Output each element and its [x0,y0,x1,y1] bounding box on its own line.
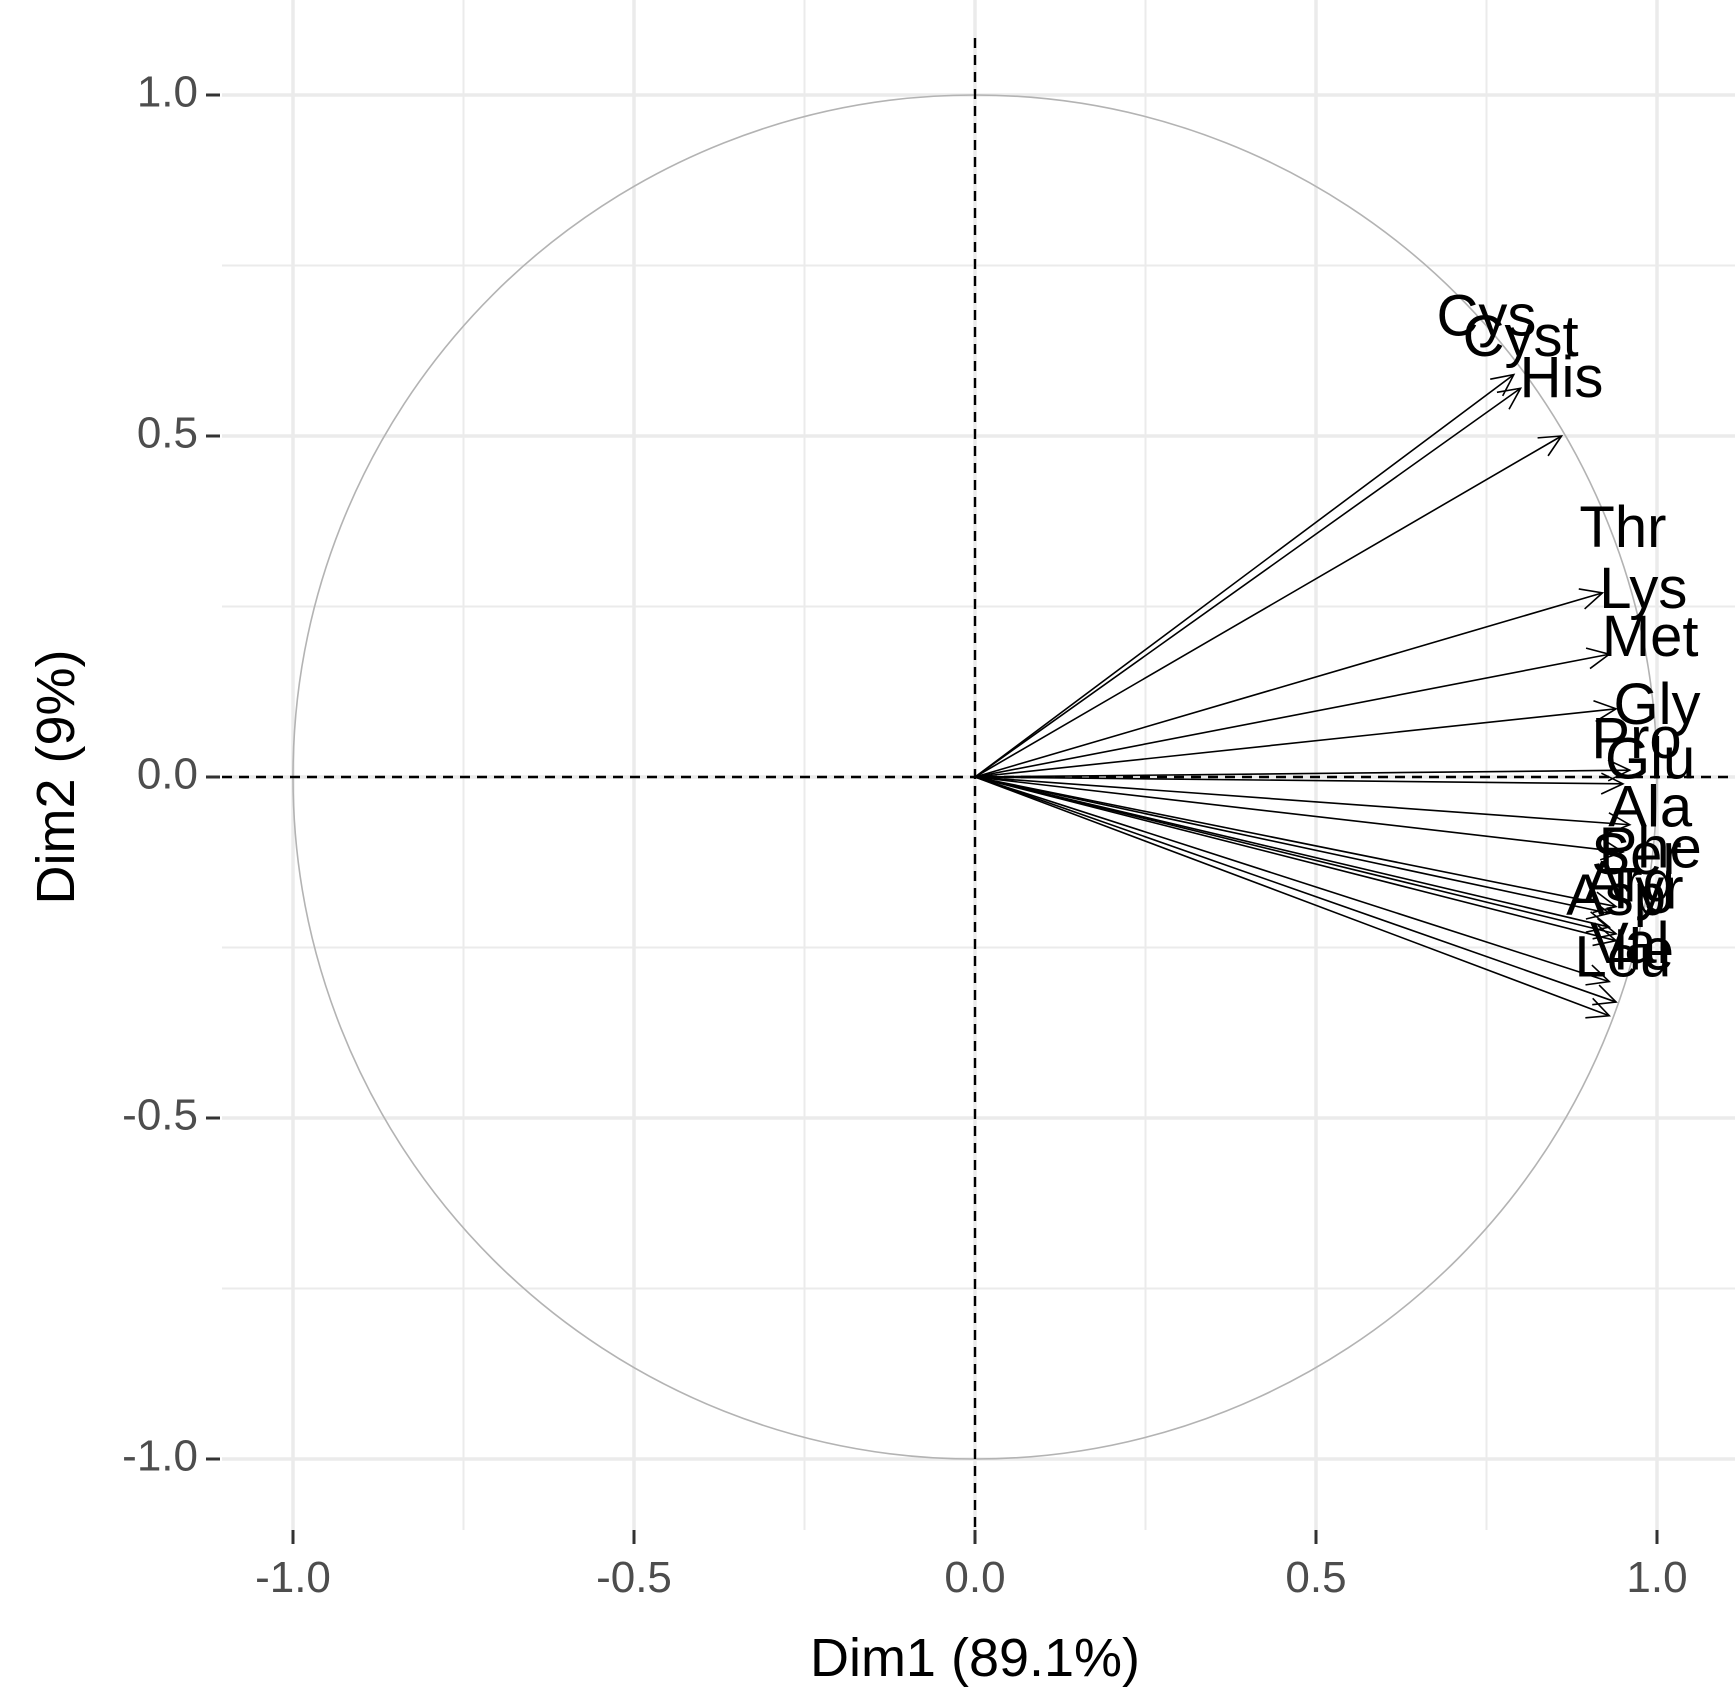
arrow-shaft [974,776,1617,1003]
arrow-head [1592,924,1618,947]
variable-label-glu: Glu [1605,727,1695,792]
grid-minor [222,0,1735,1530]
arrow-shaft [974,435,1562,778]
variable-label-ala: Ala [1608,774,1693,839]
arrow-head [1490,373,1516,397]
y-tick-label: 1.0 [137,68,198,117]
arrow-leu [974,776,1618,1006]
variable-label-cyst: Cyst [1463,304,1579,369]
arrow-head [1599,838,1625,861]
arrow-shaft [974,776,1617,935]
arrow-shaft [974,776,1610,915]
y-tick-label: 0.0 [137,750,198,799]
arrow-shaft [974,776,1630,826]
x-axis-ticks: -1.0 -0.5 0.0 0.5 1.0 [255,1530,1688,1602]
variable-arrows [974,373,1632,1019]
arrow-shaft [974,776,1610,1017]
y-tick-label: -0.5 [122,1091,198,1140]
variable-label-cys: Cys [1437,283,1537,348]
arrow-head [1593,699,1618,723]
y-tick-label: -1.0 [122,1432,198,1481]
arrow-ile [974,776,1611,1019]
arrow-shaft [974,776,1617,908]
y-axis-ticks: -1.0 -0.5 0.0 0.5 1.0 [122,68,220,1481]
arrow-head [1578,588,1605,610]
arrow-cyst [974,387,1523,778]
variable-label-leu: Leu [1575,924,1672,989]
variable-label-arg: Arg [1585,849,1675,914]
arrow-head [1585,647,1612,670]
arrow-shaft [974,653,1610,778]
variable-label-phe: Phe [1599,815,1702,880]
x-tick-label: 1.0 [1626,1553,1687,1602]
arrow-head [1600,772,1625,795]
arrow-shaft [974,776,1610,983]
variable-label-gly: Gly [1614,672,1701,737]
arrow-phe [974,776,1618,914]
arrow-head [1585,964,1612,986]
arrow-tyr [974,776,1618,947]
x-tick-label: 0.0 [944,1553,1005,1602]
arrow-met [974,699,1618,778]
arrow-shaft [974,387,1522,778]
arrow-arg [974,776,1612,933]
variable-label-pro: Pro [1591,706,1681,771]
arrow-head [1592,891,1618,914]
arrow-lys [974,647,1612,778]
arrow-shaft [974,592,1603,778]
arrow-head [1607,759,1632,782]
arrow-val [974,776,1612,986]
x-tick-label: 0.5 [1285,1553,1346,1602]
y-axis-title: Dim2 (9%) [26,649,86,904]
arrow-ala [974,776,1625,861]
arrow-shaft [974,776,1623,785]
variable-label-ile: Ile [1613,918,1674,983]
variable-label-val: Val [1590,911,1670,976]
x-tick-label: -0.5 [596,1553,672,1602]
variable-label-met: Met [1602,604,1699,669]
variable-label-ser: Ser [1591,822,1681,887]
arrow-head [1585,997,1611,1019]
arrow-head [1607,812,1632,835]
variable-label-tyr: Tyr [1603,856,1684,921]
arrow-head [1585,898,1612,920]
x-tick-label: -1.0 [255,1553,331,1602]
variable-label-lys: Lys [1599,556,1687,621]
arrow-gly [974,759,1632,782]
variable-label-thr: Thr [1579,495,1666,560]
arrow-head [1496,387,1523,410]
arrow-thr [974,588,1605,778]
arrow-head [1592,984,1618,1006]
arrow-ser [974,776,1612,920]
arrow-head [1585,911,1612,933]
arrow-his [974,435,1564,778]
arrow-shaft [974,776,1623,853]
arrow-shaft [974,373,1515,778]
arrow-shaft [974,776,1610,928]
x-axis-title: Dim1 (89.1%) [810,1628,1140,1688]
arrow-shaft [974,769,1630,778]
arrow-pro [974,772,1625,795]
arrow-shaft [974,708,1617,778]
y-tick-label: 0.5 [137,409,198,458]
variable-label-his: His [1520,345,1604,410]
arrow-shaft [974,776,1617,942]
arrow-cys [974,373,1516,778]
arrow-glu [974,776,1632,835]
arrow-head [1537,435,1564,457]
variable-label-asp: Asp [1566,863,1666,928]
